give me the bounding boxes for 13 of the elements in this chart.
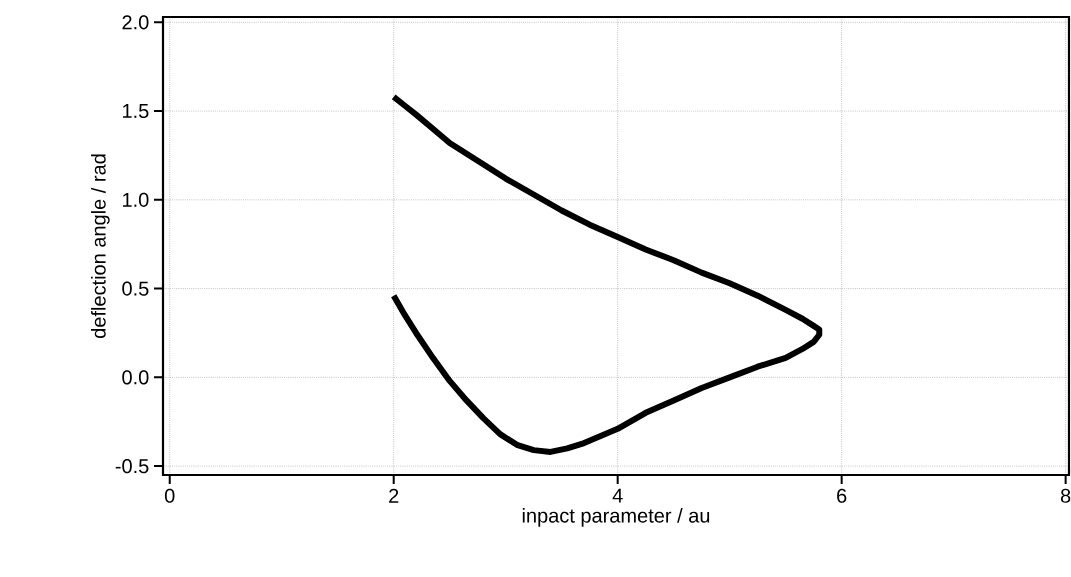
y-tick-label: 1.5 [123,104,149,119]
x-tick-label: 6 [837,488,847,503]
x-tick-label: 2 [389,488,399,503]
y-tick-label: -0.5 [115,459,149,474]
y-axis-title: deflection angle / rad [91,154,110,338]
x-axis-title: inpact parameter / au [522,508,710,527]
y-tick-label: 0.0 [122,370,149,385]
x-tick-label: 4 [612,488,623,503]
x-tick-label: 0 [164,488,175,503]
y-tick-label: 1.0 [123,192,149,207]
y-tick-label: 0.5 [122,281,149,296]
x-tick-label: 8 [1060,488,1071,503]
y-tick-label: 2.0 [122,15,149,30]
